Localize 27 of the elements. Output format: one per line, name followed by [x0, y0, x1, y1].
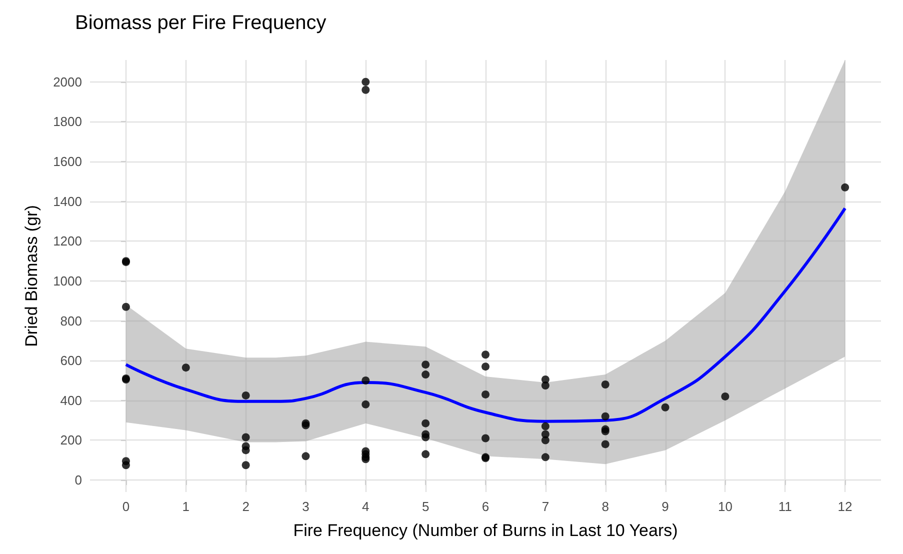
- y-tick-label: 1400: [53, 194, 82, 209]
- x-tick-label: 4: [362, 499, 370, 514]
- x-tick-label: 8: [602, 499, 609, 514]
- y-tick-label: 400: [60, 392, 82, 408]
- x-tick-label: 9: [662, 499, 669, 514]
- x-tick-label: 10: [718, 499, 732, 514]
- x-tick-label: 2: [242, 499, 250, 514]
- y-axis-title: Dried Biomass (gr): [22, 205, 41, 347]
- x-tick-label: 3: [302, 499, 310, 514]
- x-tick-label: 0: [122, 499, 130, 514]
- y-tick-label: 800: [60, 313, 82, 328]
- x-tick-label: 5: [422, 499, 430, 514]
- y-tick-label: 600: [60, 353, 82, 368]
- y-tick-label: 1200: [53, 234, 82, 249]
- x-tick-label: 7: [542, 499, 550, 514]
- x-tick-label: 1: [182, 499, 190, 514]
- x-axis-title: Fire Frequency (Number of Burns in Last 10 Years): [293, 521, 678, 540]
- x-tick-label: 6: [482, 499, 490, 514]
- y-tick-label: 0: [74, 472, 82, 488]
- y-tick-label: 1800: [53, 114, 82, 130]
- y-tick-label: 200: [60, 432, 82, 448]
- y-tick-label: 2000: [53, 74, 82, 90]
- y-tick-label: 1600: [53, 154, 82, 170]
- chart-title: Biomass per Fire Frequency: [75, 12, 326, 34]
- y-tick-label: 1000: [53, 273, 82, 288]
- x-tick-label: 11: [778, 499, 792, 514]
- x-tick-label: 12: [838, 499, 852, 514]
